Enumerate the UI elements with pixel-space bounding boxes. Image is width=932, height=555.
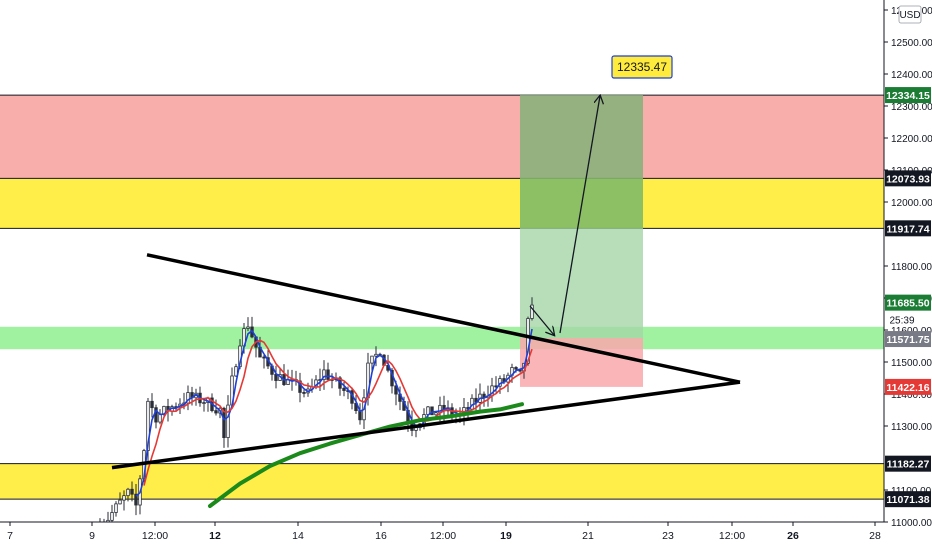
- zone-support-green: [0, 326, 884, 350]
- candle-body: [150, 400, 154, 409]
- price-label-text: 11685.50: [886, 298, 929, 310]
- currency-badge[interactable]: [898, 5, 922, 24]
- time-axis-background: [0, 522, 884, 550]
- candle-body: [222, 407, 226, 439]
- price-label-text: 11571.75: [886, 334, 929, 346]
- candle-body: [262, 356, 266, 359]
- y-tick-label: 11400.00: [891, 390, 932, 401]
- price-label-text: 11182.27: [887, 459, 930, 471]
- candle-body: [110, 512, 114, 521]
- price-label-box: [885, 378, 931, 395]
- candle-body: [134, 493, 138, 506]
- x-tick-label: 26: [787, 530, 799, 542]
- price-label-box: [885, 220, 931, 237]
- stop-zone: [520, 338, 643, 387]
- price-label-box: [885, 170, 931, 187]
- mid-ma-line: [143, 339, 533, 486]
- x-tick-label: 23: [662, 530, 674, 542]
- price-label-box: [885, 87, 931, 104]
- target-callout-text: 12335.47: [617, 60, 667, 74]
- triangle-upper-line: [146, 253, 741, 384]
- y-tick-label: 11500.00: [891, 358, 932, 369]
- candle-body: [118, 499, 122, 505]
- candle-body: [186, 392, 190, 404]
- x-tick-label: 7: [7, 530, 13, 542]
- candle-body: [226, 404, 230, 439]
- x-tick-label: 19: [500, 530, 512, 542]
- price-label-text: 12334.15: [886, 90, 930, 102]
- candle-body: [114, 503, 118, 513]
- candle-body: [530, 304, 534, 319]
- profit-zone: [520, 95, 643, 339]
- y-tick-label: 11800.00: [891, 262, 932, 273]
- price-label-text: 11422.16: [886, 382, 929, 394]
- price-label-text: 11917.74: [886, 223, 929, 235]
- arrow-entry: [529, 305, 554, 335]
- y-tick-label: 11300.00: [891, 422, 932, 433]
- candle-body: [370, 355, 374, 364]
- triangle-lower-line: [111, 380, 741, 470]
- zone-resistance-yellow: [0, 178, 884, 229]
- candle-body: [126, 488, 130, 497]
- candle-body: [274, 373, 278, 381]
- candle-body: [130, 488, 134, 495]
- candle-body: [246, 326, 250, 329]
- candle-body: [394, 385, 398, 395]
- candle-body: [374, 353, 378, 357]
- candle-body: [342, 387, 346, 391]
- candle-body: [234, 366, 238, 377]
- price-label-box: [885, 294, 931, 311]
- candle-body: [302, 392, 306, 394]
- price-label-box: [885, 331, 931, 348]
- candle-body: [122, 495, 126, 501]
- x-tick-label: 12:00: [430, 530, 456, 542]
- currency-label: USD: [899, 10, 920, 21]
- candle-body: [434, 412, 438, 416]
- arrow-target: [559, 96, 600, 334]
- x-tick-label: 16: [375, 530, 387, 542]
- y-tick-label: 12200.00: [891, 134, 932, 145]
- candle-body: [514, 367, 518, 370]
- x-tick-label: 12: [209, 530, 221, 542]
- candle-body: [326, 369, 330, 380]
- y-tick-label: 12300.00: [891, 102, 932, 113]
- price-label-box: [885, 455, 931, 472]
- candle-body: [430, 406, 434, 416]
- y-tick-label: 12000.00: [891, 198, 932, 209]
- x-tick-label: 14: [292, 530, 304, 542]
- x-tick-label: 9: [89, 530, 95, 542]
- candle-body: [146, 400, 150, 451]
- candle-body: [426, 406, 430, 415]
- countdown-box: [885, 312, 931, 327]
- candle-body: [322, 369, 326, 381]
- price-label-box: [885, 491, 931, 508]
- zones-layer: [0, 94, 884, 500]
- overlap-shade: [520, 95, 643, 179]
- x-tick-label: 12:00: [142, 530, 168, 542]
- y-tick-label: 11000.00: [891, 518, 932, 529]
- price-label-text: 12073.93: [886, 173, 930, 185]
- price-label-text: 11071.38: [886, 494, 929, 506]
- x-tick-label: 28: [869, 530, 881, 542]
- drawings-layer: 12335.47: [111, 55, 741, 470]
- countdown-text: 25:39: [889, 316, 914, 327]
- trade-box-layer: [520, 95, 643, 387]
- zone-resistance-red: [0, 95, 884, 179]
- x-tick-label: 12:00: [719, 530, 745, 542]
- y-tick-label: 12500.00: [891, 38, 932, 49]
- candle-body: [202, 402, 206, 404]
- y-tick-label: 12400.00: [891, 70, 932, 81]
- candle-body: [214, 410, 218, 414]
- x-tick-label: 21: [582, 530, 594, 542]
- target-callout-box: [611, 55, 673, 79]
